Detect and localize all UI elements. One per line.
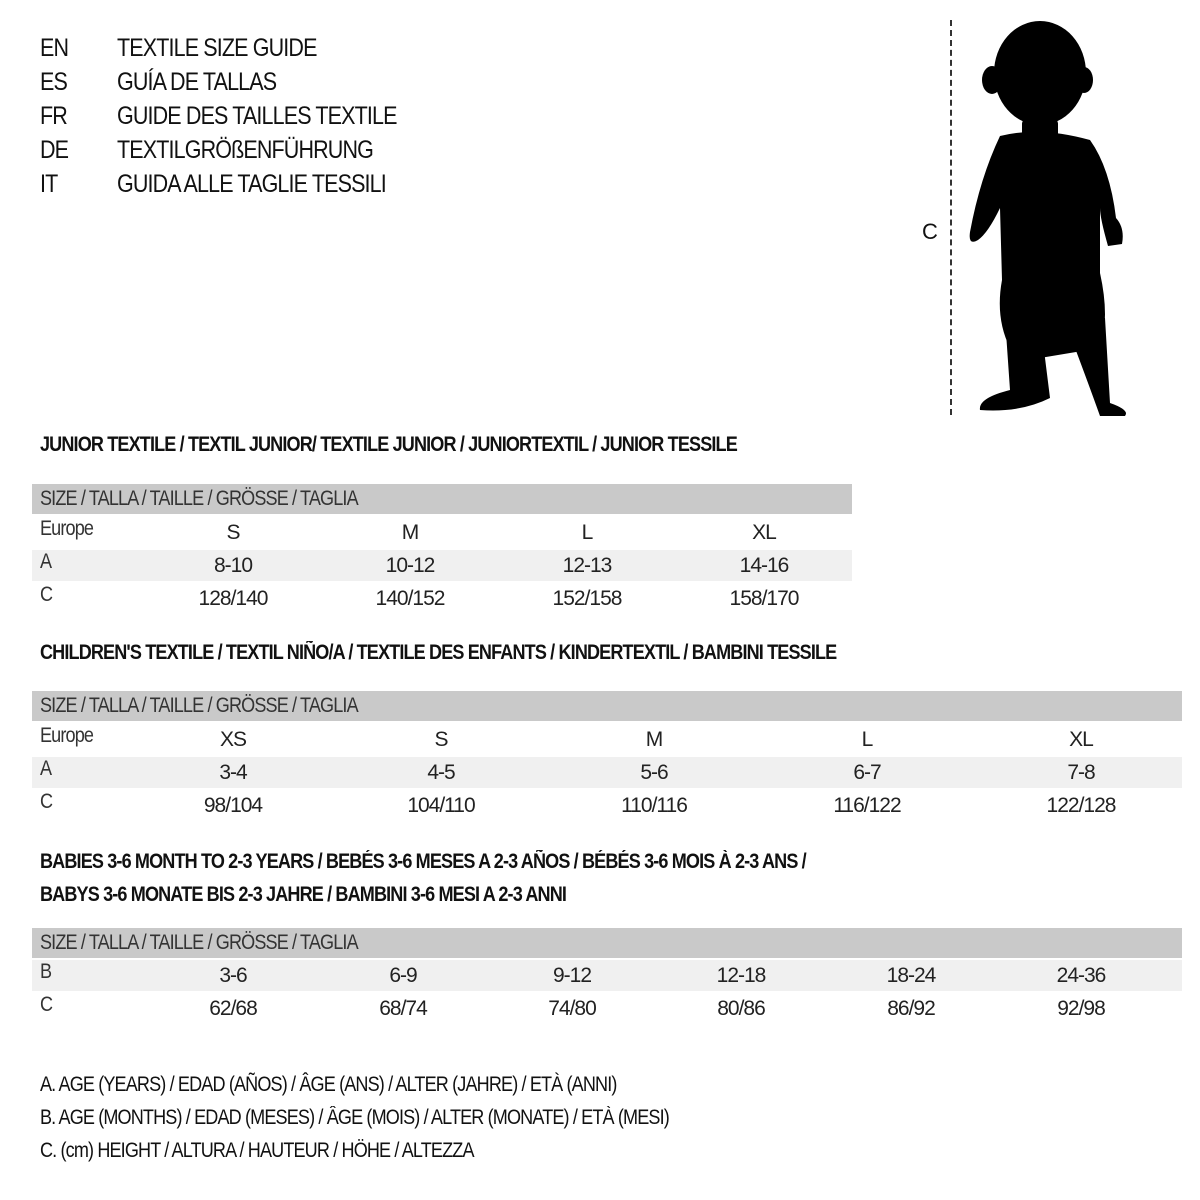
table-cell: 3-6 bbox=[219, 964, 247, 987]
table-cell: 9-12 bbox=[552, 964, 592, 987]
table-cell: 74/80 bbox=[548, 997, 597, 1020]
row-band bbox=[32, 550, 852, 581]
table-cell: 128/140 bbox=[198, 587, 269, 610]
table-cell: 98/104 bbox=[203, 794, 263, 817]
table-cell: S bbox=[226, 521, 240, 544]
guide-title: TEXTILGRÖßENFÜHRUNG bbox=[117, 136, 374, 164]
table-cell: 6-7 bbox=[853, 761, 881, 784]
table-cell: 6-9 bbox=[389, 964, 417, 987]
legend-item: A. AGE (YEARS) / EDAD (AÑOS) / ÂGE (ANS)… bbox=[40, 1073, 617, 1096]
table-cell: 86/92 bbox=[887, 997, 936, 1020]
size-header-bar: SIZE / TALLA / TAILLE / GRÖSSE / TAGLIA bbox=[32, 691, 1182, 721]
section-title: BABIES 3-6 MONTH TO 2-3 YEARS / BEBÉS 3-… bbox=[40, 850, 807, 873]
section-title: JUNIOR TEXTILE / TEXTIL JUNIOR/ TEXTILE … bbox=[40, 433, 738, 456]
size-header-label: SIZE / TALLA / TAILLE / GRÖSSE / TAGLIA bbox=[40, 487, 359, 510]
table-cell: 140/152 bbox=[375, 587, 446, 610]
row-label: Europe bbox=[40, 517, 94, 540]
row-label: Europe bbox=[40, 724, 94, 747]
table-cell: 24-36 bbox=[1056, 964, 1107, 987]
table-cell: 5-6 bbox=[640, 761, 668, 784]
table-cell: 116/122 bbox=[833, 794, 901, 817]
table-cell: S bbox=[434, 728, 448, 751]
guide-title: GUIDA ALLE TAGLIE TESSILI bbox=[117, 170, 387, 198]
table-cell: 7-8 bbox=[1067, 761, 1095, 784]
size-header-label: SIZE / TALLA / TAILLE / GRÖSSE / TAGLIA bbox=[40, 931, 359, 954]
row-label: C bbox=[40, 790, 53, 813]
row-band bbox=[32, 757, 1182, 788]
row-label: A bbox=[40, 550, 52, 573]
table-cell: 3-4 bbox=[219, 761, 247, 784]
table-cell: 92/98 bbox=[1057, 997, 1106, 1020]
language-code: ES bbox=[40, 68, 68, 96]
row-label: C bbox=[40, 583, 53, 606]
child-silhouette-icon bbox=[969, 21, 1126, 416]
table-cell: 8-10 bbox=[213, 554, 253, 577]
table-cell: 104/110 bbox=[407, 794, 475, 817]
language-code: EN bbox=[40, 34, 69, 62]
guide-title: GUIDE DES TAILLES TEXTILE bbox=[117, 102, 397, 130]
table-cell: 12-13 bbox=[562, 554, 613, 577]
section-title: CHILDREN'S TEXTILE / TEXTIL NIÑO/A / TEX… bbox=[40, 641, 837, 664]
height-measure-line bbox=[950, 20, 952, 415]
table-cell: 158/170 bbox=[729, 587, 800, 610]
table-cell: 110/116 bbox=[621, 794, 688, 817]
table-cell: 4-5 bbox=[427, 761, 455, 784]
row-label: C bbox=[40, 993, 53, 1016]
language-code: FR bbox=[40, 102, 68, 130]
table-cell: M bbox=[645, 728, 664, 751]
language-code: DE bbox=[40, 136, 69, 164]
guide-title: TEXTILE SIZE GUIDE bbox=[117, 34, 317, 62]
table-cell: 152/158 bbox=[552, 587, 623, 610]
table-cell: 62/68 bbox=[209, 997, 258, 1020]
legend-item: B. AGE (MONTHS) / EDAD (MESES) / ÂGE (MO… bbox=[40, 1106, 670, 1129]
size-header-bar: SIZE / TALLA / TAILLE / GRÖSSE / TAGLIA bbox=[32, 484, 852, 514]
size-header-bar: SIZE / TALLA / TAILLE / GRÖSSE / TAGLIA bbox=[32, 928, 1182, 958]
size-header-label: SIZE / TALLA / TAILLE / GRÖSSE / TAGLIA bbox=[40, 694, 359, 717]
table-cell: L bbox=[581, 521, 594, 544]
guide-title: GUÍA DE TALLAS bbox=[117, 68, 277, 96]
table-cell: 80/86 bbox=[717, 997, 766, 1020]
table-cell: XS bbox=[219, 728, 247, 751]
table-cell: 18-24 bbox=[886, 964, 937, 987]
table-cell: L bbox=[861, 728, 874, 751]
table-cell: 68/74 bbox=[379, 997, 428, 1020]
table-cell: 122/128 bbox=[1046, 794, 1117, 817]
height-label: C bbox=[922, 219, 938, 244]
table-cell: 14-16 bbox=[739, 554, 790, 577]
row-band bbox=[32, 960, 1182, 991]
row-label: B bbox=[40, 960, 52, 983]
row-label: A bbox=[40, 757, 52, 780]
table-cell: XL bbox=[752, 521, 777, 544]
legend-item: C. (cm) HEIGHT / ALTURA / HAUTEUR / HÖHE… bbox=[40, 1139, 475, 1162]
table-cell: 12-18 bbox=[716, 964, 767, 987]
table-cell: 10-12 bbox=[385, 554, 436, 577]
table-cell: M bbox=[401, 521, 420, 544]
language-code: IT bbox=[40, 170, 58, 198]
section-title: BABYS 3-6 MONATE BIS 2-3 JAHRE / BAMBINI… bbox=[40, 883, 567, 906]
table-cell: XL bbox=[1069, 728, 1094, 751]
